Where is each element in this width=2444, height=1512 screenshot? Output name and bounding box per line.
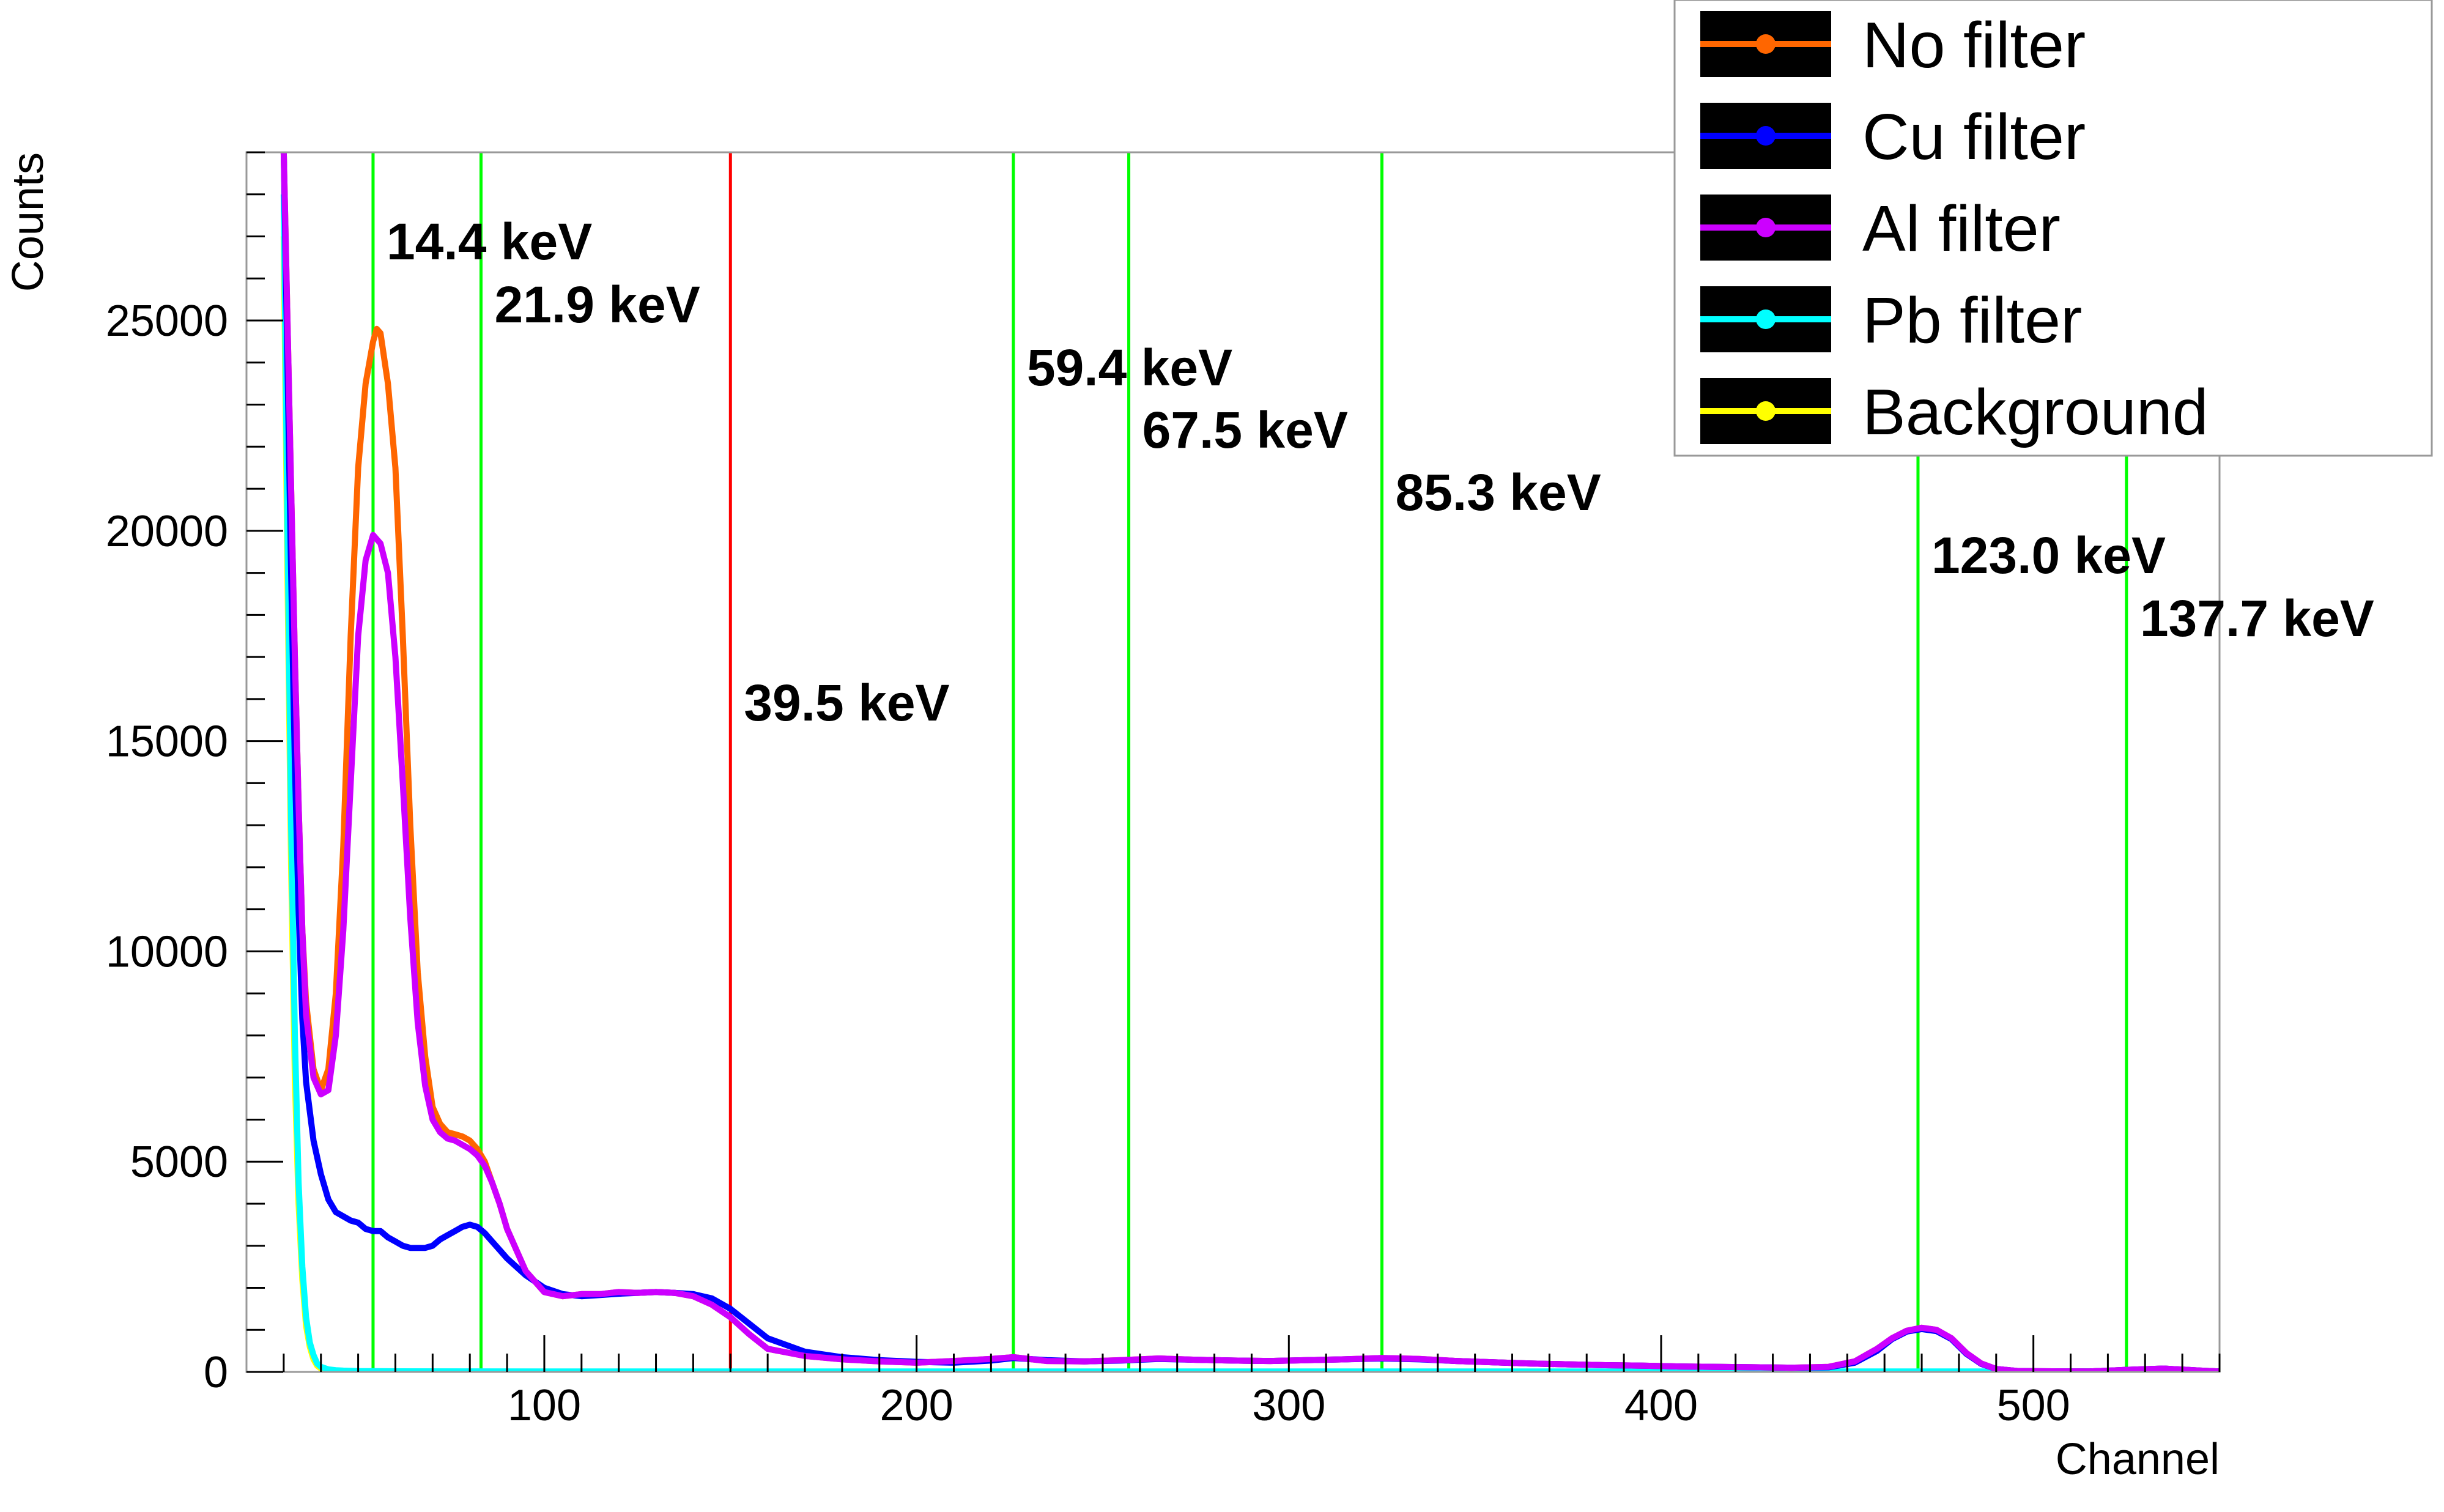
series-line-al-filter <box>280 152 2220 1372</box>
legend-label: Pb filter <box>1862 284 2082 357</box>
legend-marker <box>1756 126 1776 146</box>
energy-label: 123.0 keV <box>1931 527 2166 584</box>
y-axis-label: Counts <box>4 152 53 292</box>
x-tick-label: 300 <box>1252 1381 1325 1430</box>
legend-marker <box>1756 401 1776 421</box>
legend: No filter Cu filter Al filter Pb filter Back… <box>1673 0 2433 457</box>
energy-label: 59.4 keV <box>1027 339 1232 396</box>
energy-label: 39.5 keV <box>744 674 949 732</box>
y-tick-label: 15000 <box>106 717 228 766</box>
energy-label: 137.7 keV <box>2140 590 2374 647</box>
legend-label: No filter <box>1862 9 2086 81</box>
x-axis-label: Channel <box>2056 1435 2220 1484</box>
axes: 0 5000 10000 15000 20000 25000 100 200 300 400 500 <box>106 151 2221 1430</box>
y-tick-label: 25000 <box>106 297 228 346</box>
energy-label: 21.9 keV <box>494 276 700 333</box>
x-tick-label: 400 <box>1624 1381 1698 1430</box>
legend-label: Background <box>1862 376 2209 448</box>
legend-label: Cu filter <box>1862 101 2086 173</box>
x-tick-label: 500 <box>1997 1381 2070 1430</box>
energy-label: 67.5 keV <box>1142 401 1348 459</box>
energy-label: 14.4 keV <box>387 213 592 270</box>
legend-label: Al filter <box>1862 193 2061 265</box>
legend-marker <box>1756 218 1776 237</box>
legend-marker <box>1756 34 1776 54</box>
y-tick-label: 10000 <box>106 927 228 976</box>
y-tick-label: 0 <box>204 1348 228 1397</box>
energy-label: 85.3 keV <box>1395 464 1601 521</box>
plot-frame <box>245 151 2221 1373</box>
x-tick-label: 200 <box>880 1381 954 1430</box>
y-tick-label: 20000 <box>106 507 228 556</box>
legend-marker <box>1756 309 1776 329</box>
y-tick-label: 5000 <box>130 1138 228 1187</box>
x-tick-label: 100 <box>508 1381 581 1430</box>
